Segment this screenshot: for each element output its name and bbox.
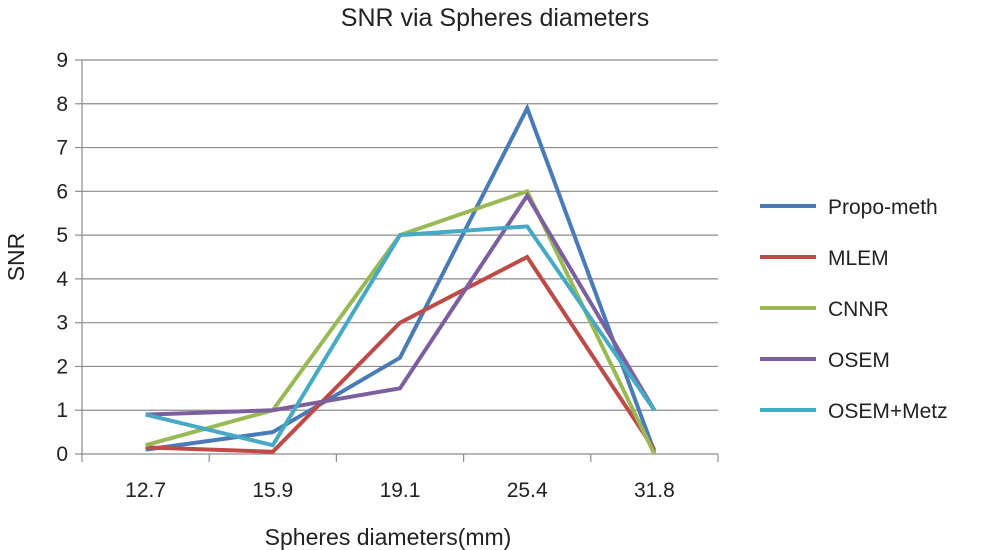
chart-title: SNR via Spheres diameters [341, 4, 649, 32]
legend-label-osem: OSEM [828, 349, 890, 372]
x-tick-label: 15.9 [252, 479, 293, 502]
legend-label-cnnr: CNNR [828, 298, 889, 321]
series-lines [145, 103, 657, 455]
legend-label-osem-metz: OSEM+Metz [828, 400, 948, 423]
y-tick-label: 9 [56, 49, 68, 72]
series-line-mlem [145, 254, 657, 454]
legend: Propo-meth MLEM CNNR OSEM OSEM+Metz [760, 196, 948, 423]
series-line-propo-meth [145, 103, 657, 453]
y-tick-label: 1 [56, 399, 68, 422]
axes: 0 1 2 3 4 5 6 7 8 9 12.7 15.9 19.1 25.4 31.8 [56, 49, 719, 502]
y-tick-label: 0 [56, 443, 68, 466]
y-axis-label: SNR [3, 233, 29, 282]
x-tick-label: 19.1 [380, 479, 421, 502]
series-line-osem-metz [145, 224, 657, 448]
y-tick-label: 7 [56, 137, 68, 160]
y-tick-label: 8 [56, 93, 68, 116]
legend-label-mlem: MLEM [828, 247, 889, 270]
y-tick-label: 3 [56, 312, 68, 335]
y-tick-label: 6 [56, 180, 68, 203]
x-axis-label: Spheres diameters(mm) [265, 524, 512, 550]
x-tick-label: 31.8 [634, 479, 675, 502]
y-tick-label: 5 [56, 224, 68, 247]
legend-label-propo-meth: Propo-meth [828, 196, 938, 219]
y-tick-label: 4 [56, 268, 68, 291]
x-tick-label: 12.7 [125, 479, 166, 502]
y-tick-label: 2 [56, 355, 68, 378]
x-tick-label: 25.4 [507, 479, 548, 502]
series-line-osem [145, 191, 657, 417]
